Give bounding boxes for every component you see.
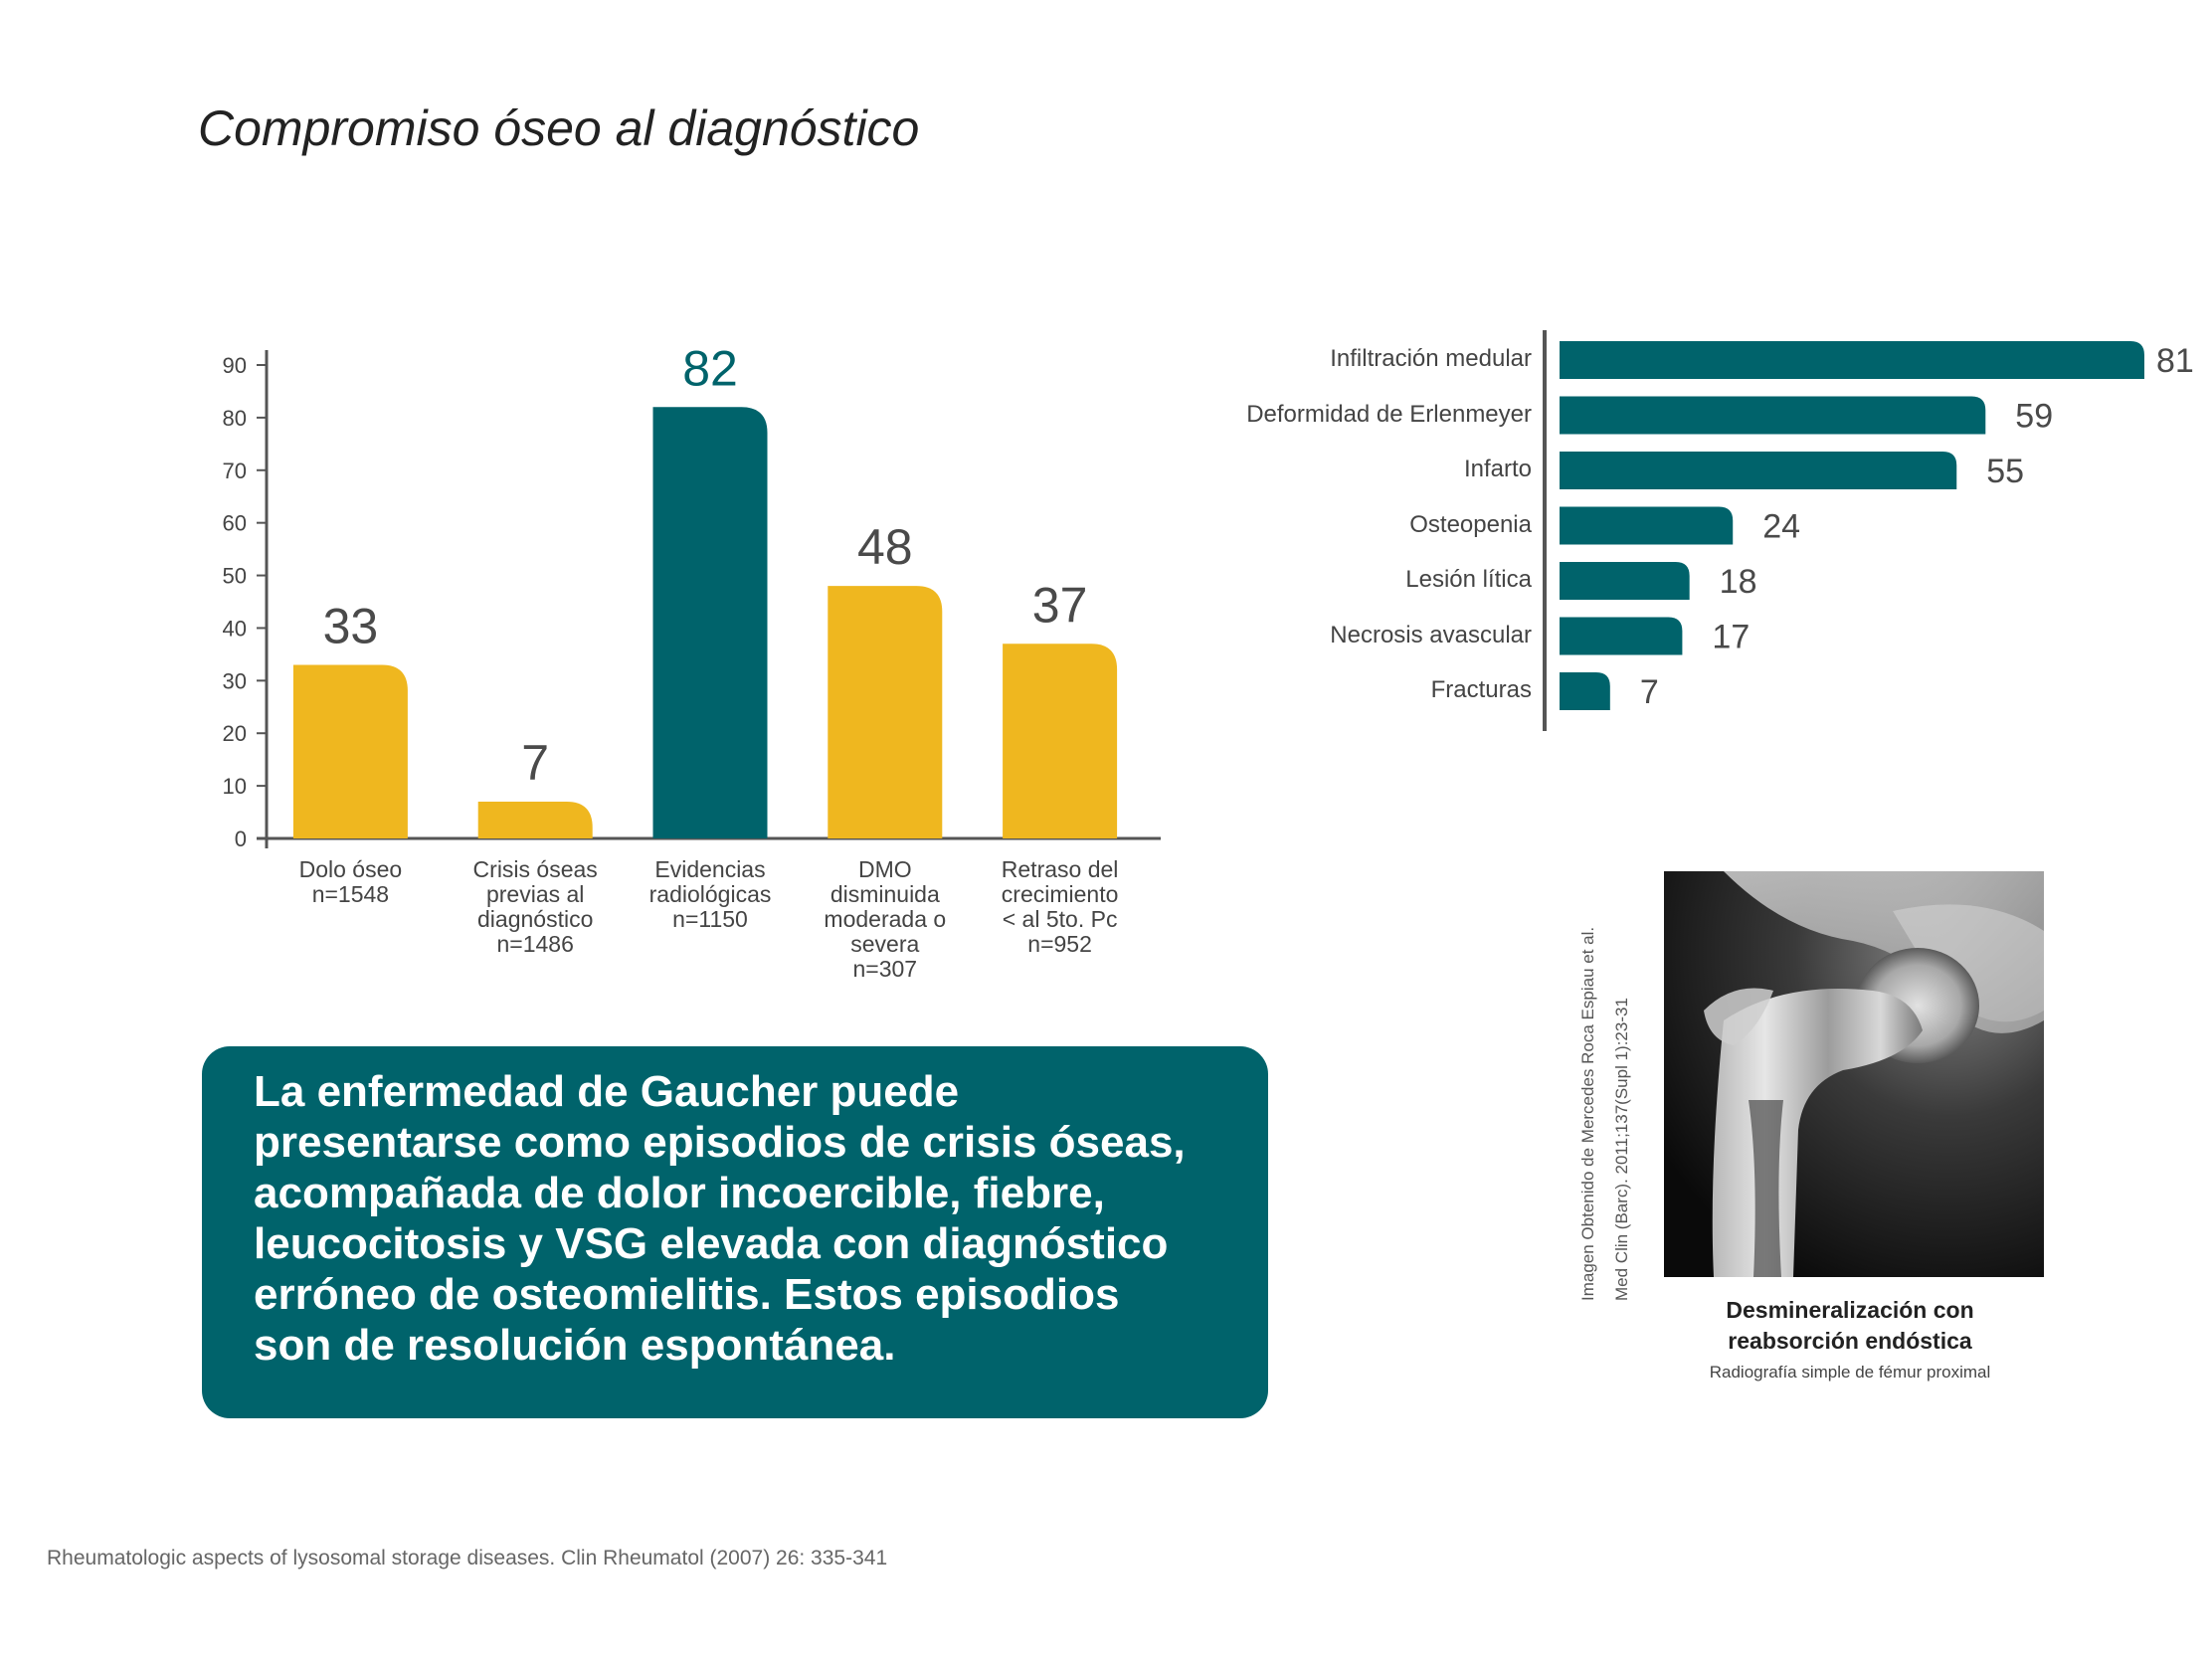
hbar-value-label: 81 bbox=[2156, 342, 2194, 380]
hbar-value-label: 18 bbox=[1720, 563, 1757, 601]
hbar bbox=[1560, 452, 1957, 489]
category-label-line: crecimiento bbox=[1001, 881, 1119, 907]
category-label-line: previas al bbox=[485, 881, 585, 907]
hbar-value-label: 59 bbox=[2015, 398, 2053, 436]
category-label-line: < al 5to. Pc bbox=[1002, 906, 1118, 932]
page-title: Compromiso óseo al diagnóstico bbox=[198, 100, 920, 156]
category-label-line: n=307 bbox=[852, 956, 918, 982]
bar-value-label: 33 bbox=[323, 598, 379, 653]
info-line: presentarse como episodios de crisis óse… bbox=[254, 1118, 1186, 1167]
hbar bbox=[1560, 341, 2144, 379]
category-label-line: n=1548 bbox=[311, 881, 390, 907]
category-label: Evidencias radiológicas n=1150 bbox=[621, 857, 800, 932]
info-line: erróneo de osteomielitis. Estos episodio… bbox=[254, 1270, 1120, 1319]
hbar-value-label: 7 bbox=[1640, 673, 1659, 711]
bar-value-label: 82 bbox=[682, 340, 738, 396]
image-credit-line: Imagen Obtenido de Mercedes Roca Espiau … bbox=[1578, 926, 1597, 1301]
y-tick-label: 60 bbox=[223, 511, 247, 536]
source-citation: Rheumatologic aspects of lysosomal stora… bbox=[47, 1547, 888, 1569]
category-label: Dolo óseo n=1548 bbox=[261, 857, 440, 907]
hbar-category-label: Osteopenia bbox=[1409, 510, 1532, 538]
y-tick-label: 10 bbox=[223, 774, 247, 799]
category-label: Retraso del crecimiento < al 5to. Pc n=952 bbox=[971, 857, 1150, 957]
y-tick-label: 30 bbox=[223, 668, 247, 693]
hbar bbox=[1560, 672, 1610, 710]
category-label-line: radiológicas bbox=[648, 881, 772, 907]
hbar-category-label: Lesión lítica bbox=[1405, 566, 1532, 593]
category-label-line: n=952 bbox=[1027, 931, 1092, 957]
y-tick-label: 70 bbox=[223, 459, 247, 483]
image-caption-title-line: Desmineralización con bbox=[1726, 1297, 1974, 1323]
hbar-category-label: Fracturas bbox=[1430, 676, 1532, 703]
image-caption-subtitle: Radiografía simple de fémur proximal bbox=[1709, 1363, 1991, 1382]
bar bbox=[292, 664, 408, 838]
image-caption-title: Desmineralización con reabsorción endóst… bbox=[1651, 1295, 2049, 1357]
info-line: son de resolución espontánea. bbox=[254, 1321, 896, 1370]
y-tick-label: 50 bbox=[223, 564, 247, 589]
category-label-line: severa bbox=[850, 931, 920, 957]
y-tick-label: 40 bbox=[223, 616, 247, 641]
category-label: Crisis óseas previas al diagnóstico n=1486 bbox=[446, 857, 625, 957]
category-label-line: Dolo óseo bbox=[298, 856, 403, 882]
hbar-value-label: 55 bbox=[1986, 453, 2024, 490]
category-label-line: moderada o bbox=[824, 906, 947, 932]
category-label-line: n=1150 bbox=[672, 906, 748, 932]
hbar-category-label: Infiltración medular bbox=[1330, 345, 1532, 372]
y-tick-label: 0 bbox=[235, 827, 247, 851]
category-label-line: Crisis óseas bbox=[472, 856, 598, 882]
info-line: acompañada de dolor incoercible, fiebre, bbox=[254, 1169, 1105, 1217]
y-tick-label: 90 bbox=[223, 353, 247, 378]
bar-value-label: 7 bbox=[521, 735, 549, 791]
category-label-line: Evidencias bbox=[654, 856, 766, 882]
bar bbox=[652, 407, 768, 838]
hbar bbox=[1560, 617, 1683, 655]
info-line: leucocitosis y VSG elevada con diagnósti… bbox=[254, 1219, 1169, 1268]
category-label-line: disminuida bbox=[830, 881, 940, 907]
hbar bbox=[1560, 562, 1690, 600]
bar bbox=[477, 801, 593, 838]
bar-value-label: 48 bbox=[857, 519, 913, 575]
hbar-value-label: 17 bbox=[1712, 619, 1750, 656]
hbar bbox=[1560, 506, 1734, 545]
y-tick-label: 20 bbox=[223, 721, 247, 746]
hbar bbox=[1560, 396, 1986, 435]
info-text: La enfermedad de Gaucher puede presentar… bbox=[254, 1066, 1228, 1371]
info-line: La enfermedad de Gaucher puede bbox=[254, 1067, 960, 1116]
image-credit-line: Med Clin (Barc). 2011;137(Supl 1):23-31 bbox=[1612, 998, 1631, 1301]
category-label-line: Retraso del bbox=[1001, 856, 1119, 882]
image-caption-title-line: reabsorción endóstica bbox=[1728, 1328, 1972, 1354]
femur-xray-image bbox=[1664, 871, 2044, 1277]
bar bbox=[1003, 644, 1118, 838]
hbar-value-label: 24 bbox=[1762, 508, 1800, 546]
bar bbox=[828, 586, 943, 838]
hbar-category-label: Infarto bbox=[1463, 456, 1532, 482]
hbar-category-label: Deformidad de Erlenmeyer bbox=[1246, 400, 1532, 428]
hbar-category-label: Necrosis avascular bbox=[1330, 621, 1532, 648]
info-box: La enfermedad de Gaucher puede presentar… bbox=[202, 1046, 1268, 1418]
category-label-line: DMO bbox=[857, 856, 912, 882]
category-label: DMO disminuida moderada o severa n=307 bbox=[796, 857, 975, 982]
category-label-line: n=1486 bbox=[496, 931, 574, 957]
y-tick-label: 80 bbox=[223, 406, 247, 431]
category-label-line: diagnóstico bbox=[477, 906, 594, 932]
bar-value-label: 37 bbox=[1032, 577, 1088, 633]
